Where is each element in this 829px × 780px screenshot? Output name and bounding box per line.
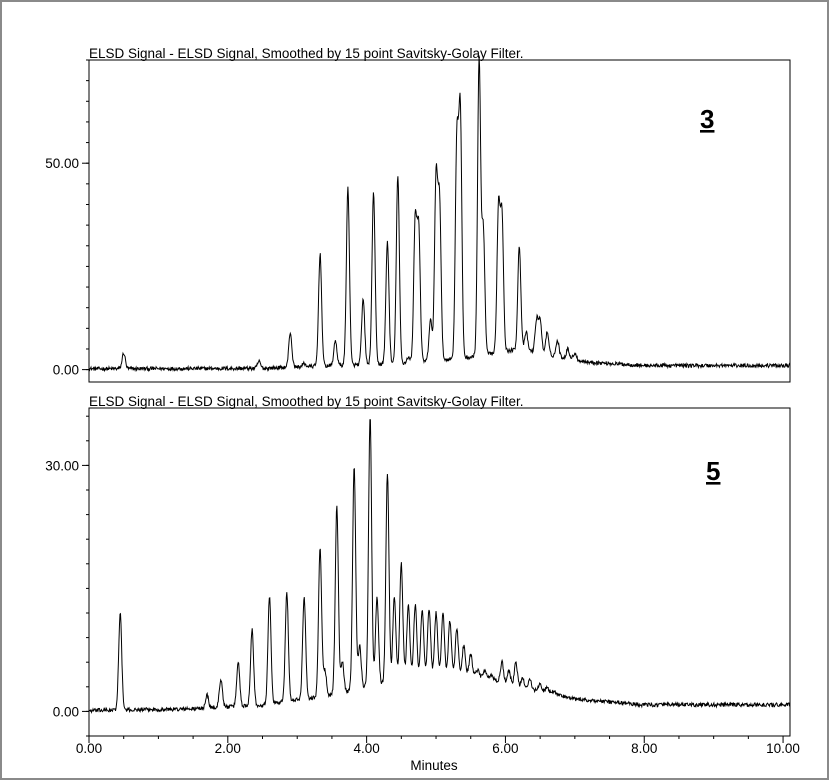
panel-bottom-label: 5: [706, 456, 720, 486]
x-tick-label: 2.00: [215, 741, 241, 756]
x-tick-label: 10.00: [766, 741, 800, 756]
y-tick-label: 50.00: [45, 156, 79, 171]
y-tick-label: 0.00: [53, 704, 79, 719]
x-tick-label: 8.00: [631, 741, 657, 756]
x-tick-label: 0.00: [76, 741, 102, 756]
panel-bottom-plot-area: [88, 407, 791, 737]
panel-top-plot-area: [88, 59, 791, 383]
x-axis-label: Minutes: [410, 758, 458, 773]
panel-bottom-title: ELSD Signal - ELSD Signal, Smoothed by 1…: [89, 394, 523, 409]
x-tick-label: 4.00: [353, 741, 379, 756]
y-tick-label: 30.00: [45, 458, 79, 473]
panel-top-y-axis: 0.00 50.00: [45, 59, 89, 378]
panel-bottom-y-axis: 0.00 30.00: [45, 415, 89, 737]
y-tick-label: 0.00: [53, 363, 79, 378]
x-tick-label: 6.00: [492, 741, 518, 756]
panel-top-signal-trace: [88, 55, 791, 373]
panel-bottom-signal-trace: [88, 419, 791, 715]
panel-top: ELSD Signal - ELSD Signal, Smoothed by 1…: [45, 46, 791, 383]
panel-bottom: ELSD Signal - ELSD Signal, Smoothed by 1…: [45, 394, 800, 773]
panel-top-title: ELSD Signal - ELSD Signal, Smoothed by 1…: [89, 46, 523, 61]
x-axis: 0.00 2.00 4.00 6.00 8.00 10.00: [76, 736, 800, 756]
panel-top-label: 3: [700, 104, 714, 134]
